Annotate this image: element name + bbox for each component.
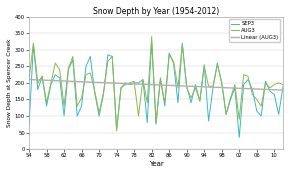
SEP3 [54, 74, 57, 76]
AUG3 [93, 90, 97, 92]
Line: Linear (AUG3): Linear (AUG3) [29, 80, 283, 90]
AUG3 [67, 67, 70, 69]
SEP3 [67, 69, 70, 71]
AUG3 [115, 130, 118, 132]
Title: Snow Depth by Year (1954-2012): Snow Depth by Year (1954-2012) [93, 7, 219, 16]
Linear (AUG3) [36, 79, 39, 81]
Linear (AUG3) [67, 80, 70, 82]
Line: AUG3: AUG3 [29, 37, 283, 131]
Linear (AUG3) [211, 86, 215, 88]
SEP3 [238, 136, 241, 139]
SEP3 [93, 92, 97, 94]
X-axis label: Year: Year [149, 161, 163, 167]
SEP3 [216, 62, 219, 64]
AUG3 [220, 82, 224, 84]
Linear (AUG3) [281, 89, 285, 91]
SEP3 [27, 125, 31, 127]
Linear (AUG3) [93, 81, 97, 83]
AUG3 [54, 62, 57, 64]
Linear (AUG3) [27, 78, 31, 81]
Linear (AUG3) [159, 84, 162, 86]
SEP3 [281, 85, 285, 87]
AUG3 [167, 54, 171, 56]
AUG3 [281, 84, 285, 86]
Line: SEP3: SEP3 [29, 42, 283, 137]
SEP3 [150, 41, 153, 43]
AUG3 [27, 79, 31, 81]
AUG3 [150, 35, 153, 38]
AUG3 [36, 82, 39, 84]
Y-axis label: Snow Depth at Spencer Creek: Snow Depth at Spencer Creek [7, 39, 12, 127]
SEP3 [36, 89, 39, 91]
SEP3 [163, 105, 166, 107]
Legend: SEP3, AUG3, Linear (AUG3): SEP3, AUG3, Linear (AUG3) [229, 19, 280, 42]
Linear (AUG3) [54, 80, 57, 82]
